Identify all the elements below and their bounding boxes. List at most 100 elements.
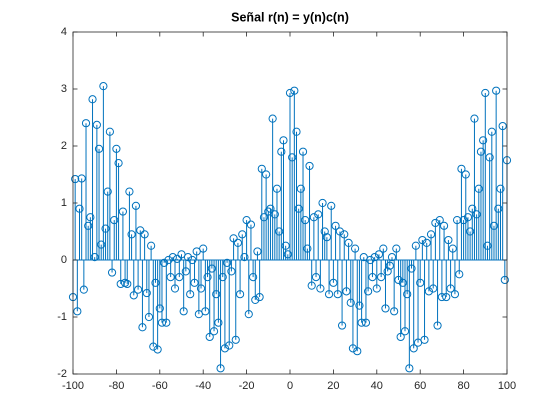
stem-marker (368, 273, 377, 282)
x-tick-label: 60 (414, 380, 426, 392)
stem-marker (322, 233, 331, 242)
stem-marker (240, 253, 249, 262)
stem-marker (153, 345, 162, 354)
stem-marker (116, 279, 125, 289)
stem-marker (474, 184, 483, 193)
stem-marker (129, 291, 138, 300)
stem-marker (259, 213, 269, 222)
stem-marker (494, 204, 503, 213)
stem-marker (209, 327, 219, 336)
stem-marker (448, 244, 457, 253)
stem-marker (472, 210, 481, 219)
stem-marker (214, 318, 223, 327)
stem-marker (255, 292, 264, 302)
stem-marker (351, 244, 360, 253)
x-tick-label: -80 (108, 380, 124, 392)
stem-marker (71, 174, 80, 184)
stem-marker (246, 220, 256, 229)
stem-marker (489, 221, 499, 230)
y-tick-label: 2 (61, 140, 67, 152)
stem-marker (238, 230, 247, 239)
stem-marker (355, 301, 364, 310)
stem-marker (134, 285, 143, 294)
stem-marker (92, 120, 101, 130)
stem-marker (470, 114, 479, 123)
stem-marker (431, 218, 440, 228)
stem-marker (353, 347, 362, 356)
stem-marker (186, 290, 195, 299)
stem-marker (437, 292, 446, 302)
stem-marker (387, 253, 397, 262)
stem-marker (444, 235, 453, 245)
stem-marker (270, 210, 279, 219)
stem-marker (127, 230, 136, 239)
stem-marker (379, 244, 388, 253)
stem-marker (357, 318, 366, 327)
stem-marker (179, 307, 188, 316)
stem-marker (329, 278, 338, 287)
stem-marker (207, 264, 216, 273)
stem-marker (160, 258, 169, 267)
stem-marker (131, 201, 141, 210)
stem-marker (138, 323, 147, 332)
stem-marker (170, 284, 180, 293)
stem-marker (372, 284, 381, 293)
stem-marker (290, 86, 299, 95)
stem-marker (337, 321, 347, 330)
stem-marker (77, 174, 86, 183)
stem-marker (147, 241, 156, 250)
stem-marker (142, 288, 151, 298)
stem-marker (257, 164, 266, 173)
stem-marker (457, 164, 466, 173)
stem-marker (181, 267, 190, 276)
x-tick-label: 100 (498, 380, 516, 392)
x-tick-label: 20 (327, 380, 339, 392)
stem-marker (500, 275, 509, 285)
y-tick-label: 3 (61, 83, 67, 95)
stem-marker (446, 284, 455, 293)
stem-marker (112, 144, 121, 153)
stem-marker (120, 278, 130, 287)
stem-marker (201, 307, 210, 316)
stem-marker (455, 270, 464, 279)
stem-marker (377, 273, 386, 282)
stem-marker (396, 332, 405, 342)
stem-marker (144, 312, 154, 322)
stem-marker (450, 290, 460, 299)
x-tick-label: -60 (152, 380, 168, 392)
stem-marker (479, 136, 488, 145)
stem-marker (466, 227, 475, 236)
stem-marker (275, 227, 284, 236)
stem-marker (452, 216, 462, 225)
stem-marker (107, 268, 117, 277)
stem-marker (407, 264, 416, 273)
stem-marker (333, 290, 342, 299)
stem-marker (403, 290, 412, 299)
stem-marker (97, 240, 106, 249)
stem-marker (301, 216, 310, 225)
stem-marker (311, 273, 321, 282)
stem-marker (233, 238, 243, 247)
x-tick-label: 0 (287, 380, 293, 392)
stem-marker (114, 159, 123, 168)
stem-marker (199, 244, 208, 253)
y-tick-label: -1 (57, 311, 67, 323)
stem-marker (188, 255, 197, 265)
stem-marker (459, 216, 468, 225)
stem-marker (262, 170, 271, 179)
stem-marker (175, 273, 184, 282)
stem-marker (212, 290, 221, 299)
stem-marker (218, 273, 227, 282)
stem-marker (305, 161, 314, 171)
stem-marker (81, 119, 91, 128)
x-tick-label: 80 (457, 380, 469, 392)
stem-marker (242, 216, 251, 225)
stem-marker (149, 342, 158, 351)
stem-marker (103, 187, 112, 196)
stem-marker (283, 250, 292, 259)
stem-marker (307, 281, 316, 290)
stem-marker (125, 187, 134, 196)
stem-marker (481, 88, 490, 98)
stem-marker (190, 278, 199, 287)
stem-marker (151, 278, 160, 287)
